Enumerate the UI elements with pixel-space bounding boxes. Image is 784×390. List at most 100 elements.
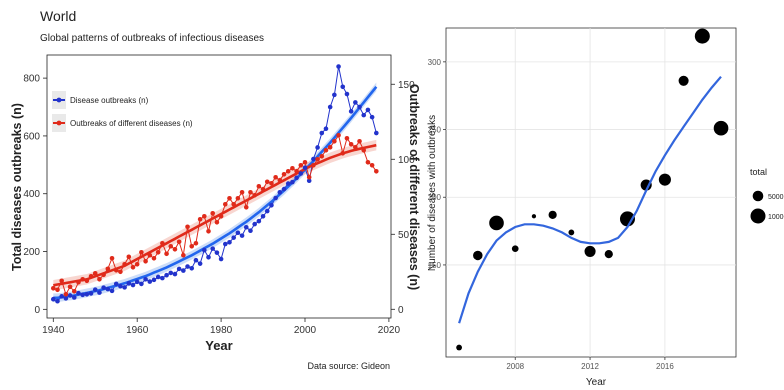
series-2-point: [306, 174, 312, 180]
series-1-point: [269, 202, 274, 208]
scatter-point: [531, 214, 537, 219]
series-1-point: [71, 295, 77, 300]
scatter-point: [584, 245, 596, 257]
series-1-point: [50, 296, 56, 302]
series-2-point: [80, 276, 85, 282]
series-1-point: [88, 291, 94, 296]
series-1-point: [222, 241, 228, 247]
left-x-tick-label: 1980: [210, 325, 233, 336]
right-chart-y-tick-label: 250: [428, 126, 442, 135]
series-1-point: [134, 279, 140, 285]
series-2-point: [164, 251, 169, 257]
series-2-point: [210, 210, 216, 216]
series-2-point: [302, 159, 308, 165]
data-source-caption: Data source: Gideon: [307, 361, 390, 371]
series-1-point: [332, 92, 337, 98]
series-1-point: [256, 218, 262, 224]
series-1-point: [147, 279, 153, 284]
series-2-point: [281, 171, 287, 177]
series-2-point: [76, 279, 81, 285]
series-1-point: [202, 247, 207, 253]
size-legend-key: [752, 190, 764, 202]
series-2-point: [84, 278, 90, 284]
series-2-point: [160, 240, 165, 246]
series-1-point: [327, 104, 333, 110]
series-1-point: [243, 224, 249, 230]
series-2-point: [227, 195, 232, 201]
series-2-point: [248, 189, 253, 195]
series-2-point: [365, 159, 371, 165]
right-y-tick-label: 100: [398, 155, 415, 166]
series-2-point: [319, 153, 325, 159]
series-2-point: [55, 287, 60, 293]
series-1-point: [285, 181, 291, 186]
series-2-point: [277, 177, 283, 183]
series-1-point: [101, 285, 106, 290]
series-2-point: [269, 180, 274, 186]
series-2-point: [290, 165, 295, 171]
series-2-point: [101, 272, 106, 278]
series-1-point: [361, 112, 367, 118]
series-2-point: [63, 291, 69, 297]
left-x-tick-label: 1940: [42, 325, 65, 336]
series-2-point: [168, 243, 174, 249]
series-2-point: [315, 156, 320, 162]
left-x-axis-title: Year: [205, 338, 232, 353]
right-y-tick-label: 50: [398, 230, 410, 241]
series-1-point: [172, 271, 178, 277]
series-2-point: [344, 135, 350, 141]
left-y-tick-label: 600: [23, 131, 40, 142]
series-1-point: [231, 235, 236, 240]
series-1-point: [227, 239, 232, 245]
series-2-point: [176, 239, 182, 245]
series-2-point: [323, 147, 329, 153]
series-2-point: [264, 179, 270, 185]
series-1-point: [214, 250, 220, 255]
series-2-point: [273, 174, 278, 180]
different-diseases-trend: [53, 143, 377, 287]
legend-label-disease-outbreaks: Disease outbreaks (n): [70, 96, 149, 105]
chart-subtitle: Global patterns of outbreaks of infectio…: [40, 33, 264, 44]
series-2-point: [71, 288, 77, 294]
series-2-point: [235, 195, 241, 201]
legend-label-different-diseases: Outbreaks of different diseases (n): [70, 119, 193, 128]
series-1-point: [218, 256, 224, 262]
series-1-point: [109, 288, 115, 294]
series-1-point: [130, 282, 136, 288]
right-chart-y-tick-label: 200: [428, 193, 442, 202]
scatter-point: [456, 344, 462, 351]
series-1-point: [323, 126, 329, 131]
series-1-point: [365, 107, 371, 113]
series-2-point: [369, 162, 375, 168]
left-y-axis-title: Total diseases outbreaks (n): [10, 103, 24, 271]
series-1-point: [369, 114, 375, 120]
series-1-point: [63, 296, 69, 301]
series-1-point: [118, 283, 123, 289]
series-2-point: [353, 144, 358, 150]
series-1-point: [281, 186, 287, 192]
series-1-point: [76, 290, 81, 296]
right-y-axis-title: Number of diseases with outbreaks: [427, 115, 438, 271]
left-x-tick-label: 1960: [126, 325, 149, 336]
series-1-point: [206, 255, 211, 260]
series-1-point: [302, 165, 308, 171]
series-2-point: [181, 252, 186, 258]
series-1-point: [306, 178, 312, 184]
right-chart-x-tick-label: 2016: [656, 362, 674, 371]
scatter-point: [511, 245, 519, 253]
series-2-point: [59, 278, 64, 284]
series-2-point: [357, 138, 362, 144]
series-1-point: [235, 230, 241, 236]
series-1-point: [139, 281, 144, 287]
series-2-point: [327, 144, 333, 150]
series-2-point: [206, 228, 211, 234]
series-2-point: [260, 186, 266, 192]
series-2-point: [126, 254, 132, 260]
series-1-point: [193, 257, 199, 263]
scatter-point: [489, 215, 504, 231]
series-1-point: [319, 130, 325, 136]
series-1-point: [239, 233, 245, 238]
chart-title: World: [40, 8, 76, 24]
size-legend-key: [750, 208, 766, 224]
series-1-point: [181, 268, 186, 273]
